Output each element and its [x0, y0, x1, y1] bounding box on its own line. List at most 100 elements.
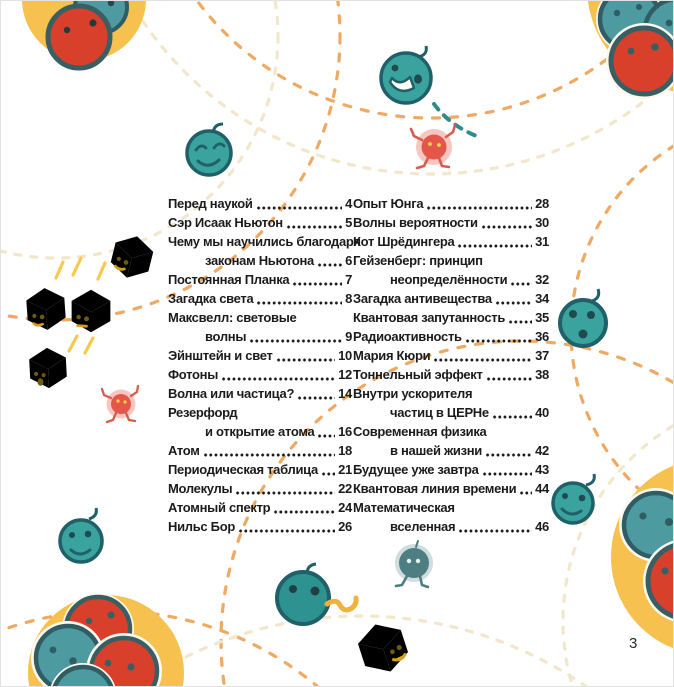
dot-leader [519, 491, 533, 495]
dot-leader [480, 225, 533, 229]
atom-cluster-bottom-right [611, 465, 673, 649]
toc-page-number: 42 [535, 443, 549, 458]
dot-leader [235, 491, 336, 495]
dot-leader [202, 453, 336, 457]
dot-leader [275, 358, 336, 362]
happy-particle-right [551, 473, 596, 525]
toc-entry-title: Чему мы научились благодаря [168, 234, 361, 249]
toc-page-number: 37 [535, 348, 549, 363]
yellow-cube-character-2 [25, 286, 67, 332]
toc-page-number: 28 [535, 196, 549, 211]
toc-entry-title: законам Ньютона [205, 253, 314, 268]
dot-leader [221, 377, 336, 381]
toc-entry-title: Молекулы [168, 481, 233, 496]
toc-page-number: 5 [345, 215, 352, 230]
winking-particle-top-center [379, 45, 433, 105]
dot-leader [510, 282, 533, 286]
toc-page-number: 44 [535, 481, 549, 496]
dot-leader [238, 529, 336, 533]
toc-entry: Опыт Юнга 28 [353, 194, 549, 213]
dot-leader [285, 225, 343, 229]
dot-leader [320, 472, 336, 476]
toc-entry: Эйнштейн и свет 10 [168, 346, 352, 365]
toc-entry: Нильс Бор 26 [168, 517, 352, 536]
toc-entry-title: Мария Кюри [353, 348, 431, 363]
toc-page-number: 4 [345, 196, 352, 211]
toc-entry: Современная физика в нашей жизни 42 [353, 422, 549, 460]
toc-entry: Атом 18 [168, 441, 352, 460]
toc-column-right: Опыт Юнга 28 Волны вероятности 30 Кот Шрёдин… [353, 194, 549, 536]
toc-entry: Радиоактивность 36 [353, 327, 549, 346]
toc-page-number: 18 [338, 443, 352, 458]
dot-leader [494, 301, 533, 305]
toc-entry: Фотоны 12 [168, 365, 352, 384]
toc-entry-title: волны [205, 329, 247, 344]
toc-page-number: 21 [338, 462, 352, 477]
speed-lines [54, 256, 107, 355]
atom-cluster-top-left [22, 1, 146, 71]
toc-entry-title: Сэр Исаак Ньютон [168, 215, 283, 230]
toc-entry: Кот Шрёдингера 31 [353, 232, 549, 251]
toc-entry-title: частиц в ЦЕРНе [390, 405, 489, 420]
dot-leader [297, 396, 336, 400]
toc-page-number: 9 [345, 329, 352, 344]
toc-entry-title: в нашей жизни [390, 443, 482, 458]
toc-page-number: 32 [535, 272, 549, 287]
toc-entry: Чему мы научились благодаря законам Ньюто… [168, 232, 361, 270]
toc-entry-title: Опыт Юнга [353, 196, 424, 211]
dot-leader [273, 510, 336, 514]
tilted-cube-character [353, 617, 413, 679]
toc-entry-title: Нильс Бор [168, 519, 235, 534]
toc-entry-title: и открытие атома [205, 424, 315, 439]
toc-page-number: 12 [338, 367, 352, 382]
toc-entry: Внутри ускорителя частиц в ЦЕРНе 40 [353, 384, 549, 422]
toc-entry-title: Квантовая запутанность [353, 310, 506, 325]
toc-entry: Резерфорд и открытие атома 16 [168, 403, 352, 441]
atom-cluster-top-right [587, 1, 673, 99]
particle-with-antenna-bottom [275, 562, 331, 626]
toc-entry-title: Будущее уже завтра [353, 462, 479, 477]
toc-page-number: 26 [338, 519, 352, 534]
toc-page-number: 34 [535, 291, 549, 306]
toc-page-number: 35 [535, 310, 549, 325]
toc-page-number: 6 [345, 253, 352, 268]
dot-leader [316, 263, 343, 267]
toc-page-number: 7 [345, 272, 352, 287]
toc-page-number: 8 [345, 291, 352, 306]
atom-cluster-bottom-left [28, 593, 184, 686]
toc-page-number: 16 [338, 424, 352, 439]
yellow-squiggle [324, 595, 359, 613]
toc-page-number: 14 [338, 386, 352, 401]
toc-entry: Волна или частица? 14 [168, 384, 352, 403]
toc-entry-title: Загадка антивещества [353, 291, 492, 306]
toc-entry: Сэр Исаак Ньютон 5 [168, 213, 352, 232]
toc-entry-title: Максвелл: световые [168, 310, 297, 325]
dot-leader [481, 472, 533, 476]
dot-leader [292, 282, 343, 286]
fuzzy-walking-particle [394, 540, 433, 589]
toc-column-left: Перед наукой 4 Сэр Исаак Ньютон 5 Чему мы на… [168, 194, 361, 536]
dot-leader [255, 206, 343, 210]
dot-leader [256, 301, 343, 305]
toc-entry-title: Перед наукой [168, 196, 253, 211]
toc-entry-title: Эйнштейн и свет [168, 348, 273, 363]
toc-entry: Атомный спектр 24 [168, 498, 352, 517]
toc-entry-title: Современная физика [353, 424, 487, 439]
dot-leader [485, 377, 533, 381]
toc-entry: Постоянная Планка 7 [168, 270, 352, 289]
toc-entry-title: Внутри ускорителя [353, 386, 473, 401]
toc-page-number: 43 [535, 462, 549, 477]
toc-entry: Гейзенберг: принцип неопределённости 32 [353, 251, 549, 289]
toc-page-number: 22 [338, 481, 352, 496]
toc-entry: Волны вероятности 30 [353, 213, 549, 232]
fuzzy-photon-particle-2 [100, 384, 140, 424]
toc-entry-title: Атом [168, 443, 200, 458]
toc-page-number: 40 [535, 405, 549, 420]
dot-leader [464, 339, 533, 343]
toc-entry-title: Тоннельный эффект [353, 367, 483, 382]
toc-entry: Мария Кюри 37 [353, 346, 549, 365]
toc-entry-title: Квантовая линия времени [353, 481, 517, 496]
toc-entry-title: Резерфорд [168, 405, 238, 420]
happy-particle-top-left [185, 122, 233, 177]
toc-entry-title: неопределённости [390, 272, 508, 287]
